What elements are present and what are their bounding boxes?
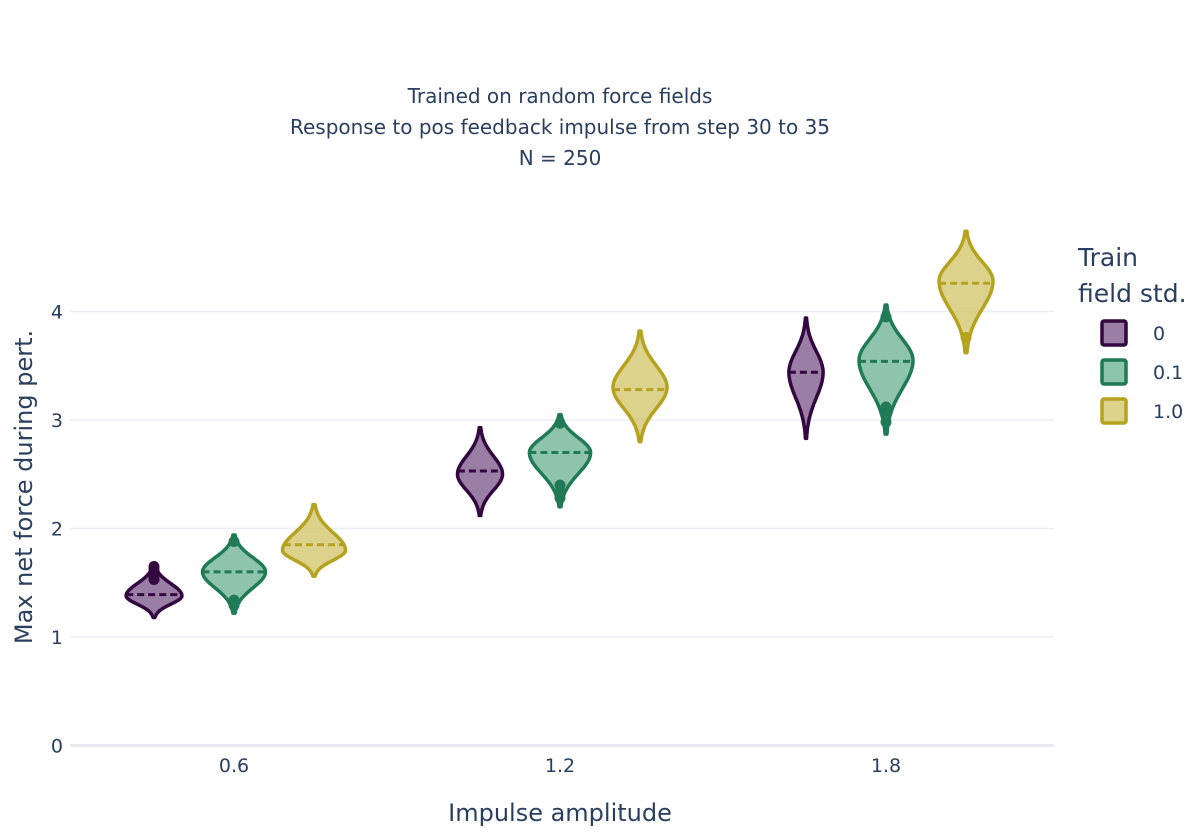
legend-swatch [1100,358,1128,386]
violin-series-0-1.8[interactable] [787,316,825,441]
y-tick-label: 4 [51,302,63,324]
legend-swatch [1100,397,1128,425]
legend-label: 0.1 [1153,362,1183,384]
chart-title-line-1: Trained on random force fields [407,84,713,108]
legend-item-0[interactable]: 0 [1100,319,1165,347]
violin-body [527,412,593,509]
violin-body [200,533,268,615]
outlier-point [880,311,892,323]
violin-series-2-1.8[interactable] [937,229,995,355]
legend: Train field std. 0 0.1 1.0 [1077,243,1187,425]
chart-title-line-3: N = 250 [519,146,602,170]
violin-series-0-0.6[interactable] [124,560,184,620]
legend-item-1.0[interactable]: 1.0 [1100,397,1183,425]
y-axis-title: Max net force during pert. [10,330,38,644]
violin-body [857,303,915,436]
outlier-point [228,594,240,606]
violins [124,229,995,620]
y-tick-labels: 0 1 2 3 4 [51,302,63,758]
legend-swatch [1100,319,1128,347]
violin-body [611,329,669,444]
legend-label: 1.0 [1153,401,1183,423]
x-tick-labels: 0.6 1.2 1.8 [219,755,901,777]
violin-series-1-0.6[interactable] [200,533,268,615]
outlier-point [880,401,892,413]
chart-title: Trained on random force fields Response … [290,84,830,170]
y-gridlines [70,310,1054,747]
outlier-point [148,560,160,572]
legend-title-line-2: field std. [1078,279,1187,308]
x-axis-title: Impulse amplitude [448,799,672,827]
y-tick-label: 0 [51,736,63,758]
outlier-point [228,536,240,548]
y-tick-label: 3 [51,410,63,432]
outlier-point [960,332,972,344]
violin-series-1-1.2[interactable] [527,412,593,509]
outlier-point [880,416,892,428]
chart-title-line-2: Response to pos feedback impulse from st… [290,115,830,139]
violin-body [787,316,825,441]
violin-series-0-1.2[interactable] [455,425,505,518]
y-tick-label: 2 [51,519,63,541]
violin-series-1-1.8[interactable] [857,303,915,436]
legend-label: 0 [1153,323,1165,345]
violin-body [280,502,348,578]
x-tick-label: 0.6 [219,755,249,777]
violin-body [937,229,995,355]
violin-series-2-0.6[interactable] [280,502,348,578]
x-tick-label: 1.2 [545,755,575,777]
legend-item-0.1[interactable]: 0.1 [1100,358,1183,386]
violin-series-2-1.2[interactable] [611,329,669,444]
legend-items: 0 0.1 1.0 [1100,319,1183,425]
outlier-point [554,479,566,491]
outlier-point [554,417,566,429]
x-tick-label: 1.8 [871,755,901,777]
legend-title-line-1: Train [1077,243,1138,272]
y-tick-label: 1 [51,627,63,649]
